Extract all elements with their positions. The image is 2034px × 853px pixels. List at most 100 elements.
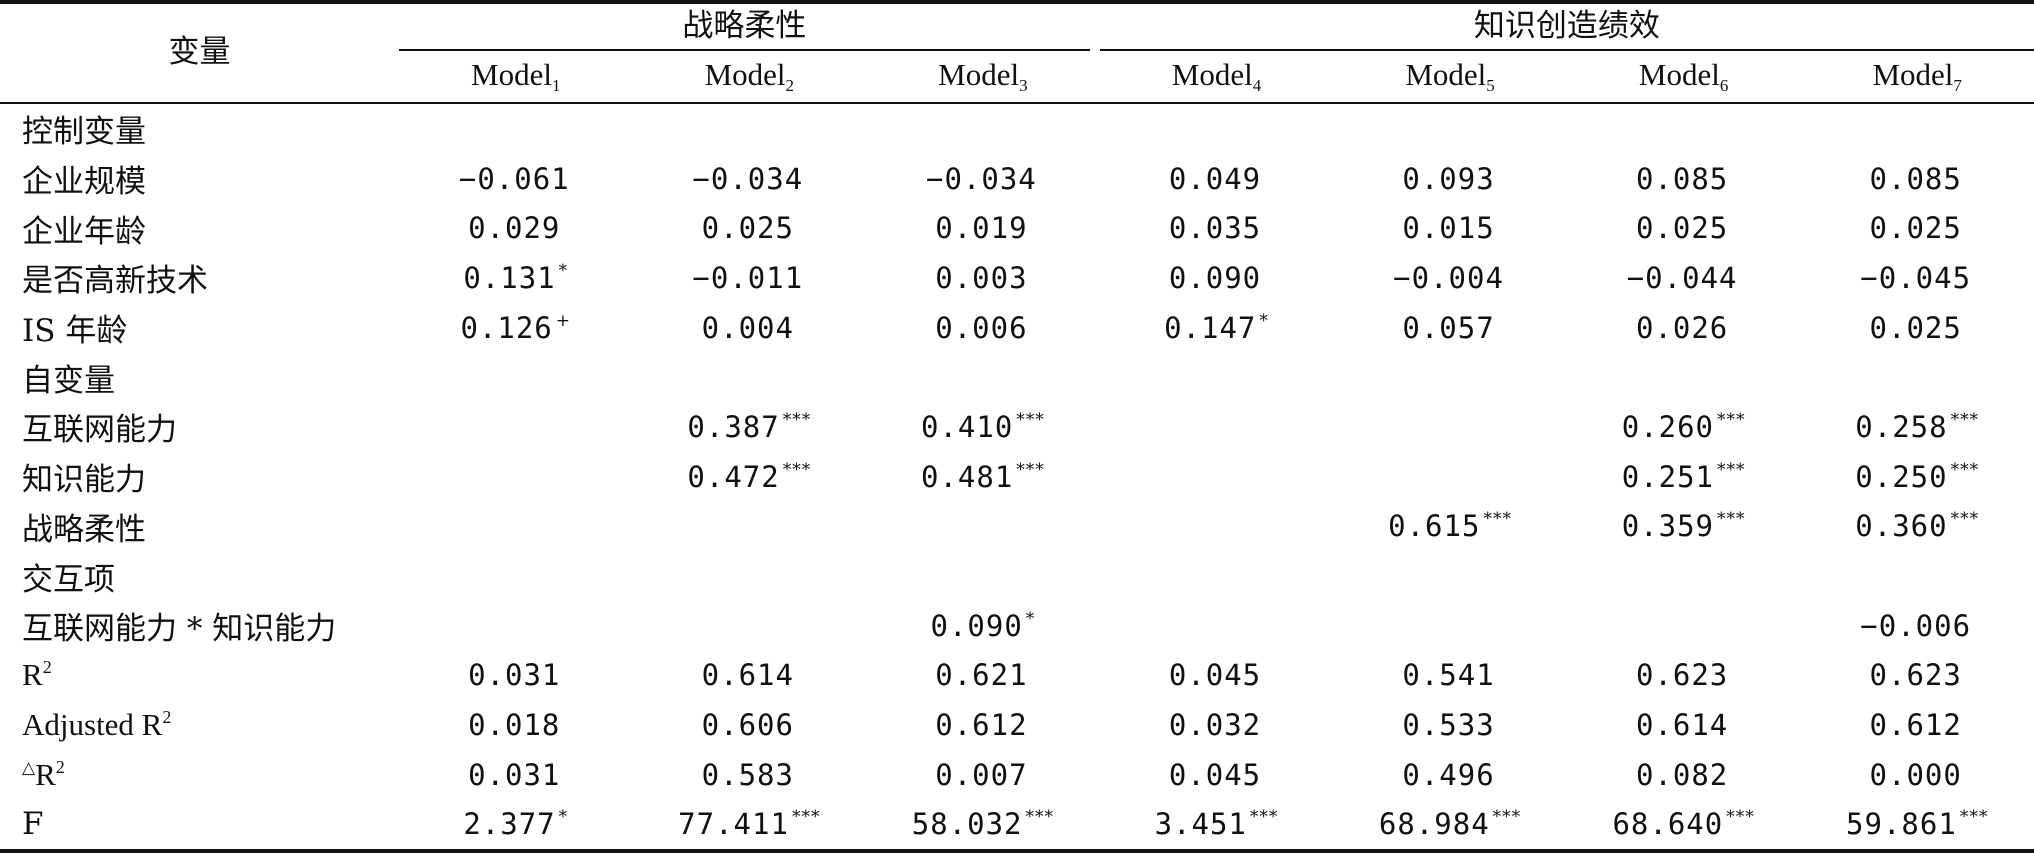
cell-model-3: 0.621 (866, 651, 1100, 701)
coefficient-value: 0.090 (930, 608, 1023, 643)
cell-model-2: 0.472 *** (633, 452, 867, 502)
cell-model-6: 0.082 (1567, 750, 1801, 800)
cell-model-5 (1333, 601, 1567, 651)
significance-marker: *** (1950, 409, 1980, 430)
significance-marker: *** (1959, 807, 1989, 828)
stat-label-base: Adjusted R (22, 707, 163, 743)
cell-model-5: 0.541 (1333, 651, 1567, 701)
cell-model-1 (399, 502, 633, 552)
row-label: F (22, 806, 44, 843)
significance-marker: *** (1726, 807, 1755, 828)
cell-model-4: 3.451 *** (1100, 800, 1334, 852)
cell-model-7: −0.006 (1800, 601, 2034, 651)
table-row: △R2 0.031 0.583 0.007 0.045 0.496 0.082 0.000 (0, 750, 2034, 800)
cell-model-4 (1100, 103, 1334, 154)
cell-model-4: 0.045 (1100, 750, 1334, 800)
cell-model-7: 0.025 (1800, 303, 2034, 353)
coefficient-value: 0.359 (1621, 509, 1714, 544)
coefficient-value: −0.011 (692, 260, 804, 295)
model-header-row: Model1 Model2 Model3 Model4 Model5 Model6 Mode… (0, 51, 2034, 104)
stat-label-base: R (22, 657, 43, 693)
cell-model-6 (1567, 551, 1801, 601)
section-label: 自变量 (22, 362, 115, 399)
model-subscript: 6 (1719, 76, 1729, 95)
cell-model-5 (1333, 402, 1567, 452)
table-row: 互联网能力 * 知识能力 0.090 * −0.006 (0, 601, 2034, 651)
coefficient-value: 0.049 (1168, 161, 1262, 196)
coefficient-value: 0.029 (468, 211, 561, 246)
cell-model-7: 0.360 *** (1800, 502, 2034, 552)
coefficient-value: 0.496 (1402, 757, 1495, 792)
cell-model-4 (1100, 452, 1334, 502)
cell-model-4: 0.032 (1100, 700, 1334, 750)
significance-marker: *** (782, 459, 812, 480)
cell-model-3: 58.032 *** (866, 800, 1100, 852)
model-header-3: Model3 (866, 51, 1100, 104)
cell-model-5: 0.093 (1333, 154, 1567, 204)
model-subscript: 5 (1486, 76, 1495, 95)
model-header-2: Model2 (632, 51, 867, 104)
coefficient-value: 0.025 (701, 211, 794, 246)
model-name: Model3 (938, 57, 1028, 95)
stat-label-base: R (35, 756, 56, 792)
coefficient-value: 0.387 (687, 409, 780, 444)
cell-model-1 (399, 103, 633, 154)
significance-marker: *** (1016, 459, 1045, 480)
coefficient-value: −0.034 (692, 161, 804, 196)
cell-model-3: 0.006 (866, 303, 1100, 353)
cell-model-4: 0.147 * (1100, 303, 1334, 353)
cell-model-5: −0.004 (1333, 253, 1567, 303)
model-header-1: Model1 (398, 51, 633, 104)
significance-marker: + (555, 310, 572, 331)
row-label: △R2 (0, 750, 399, 800)
significance-marker: *** (1717, 509, 1746, 530)
cell-model-2: −0.034 (633, 154, 867, 204)
coefficient-value: −0.061 (458, 161, 570, 196)
cell-model-5: 0.015 (1333, 203, 1567, 253)
coefficient-value: 0.018 (468, 708, 561, 743)
stat-label-superscript: 2 (42, 657, 52, 678)
coefficient-value: 0.410 (920, 409, 1014, 444)
cell-model-5 (1333, 551, 1567, 601)
cell-model-5: 0.533 (1333, 700, 1567, 750)
coefficient-value: 0.007 (935, 757, 1028, 792)
significance-marker: *** (1717, 459, 1746, 480)
stat-label-superscript: 2 (55, 756, 65, 777)
coefficient-value: −0.045 (1860, 260, 1972, 295)
cell-model-6: −0.044 (1567, 253, 1801, 303)
coefficient-value: 0.612 (1869, 708, 1962, 743)
cell-model-1: 0.018 (399, 700, 633, 750)
cell-model-6: 0.025 (1567, 203, 1801, 253)
cell-model-7 (1800, 352, 2034, 402)
coefficient-value: 0.003 (935, 260, 1028, 295)
coefficient-value: 0.025 (1869, 310, 1962, 345)
coefficient-value: 0.360 (1855, 509, 1948, 544)
coefficient-value: 0.015 (1402, 211, 1495, 246)
group-header-strategic-flexibility: 战略柔性 (398, 2, 1100, 51)
cell-model-2: 0.583 (633, 750, 867, 800)
coefficient-value: 0.085 (1869, 161, 1962, 196)
coefficient-value: 0.035 (1168, 211, 1262, 246)
cell-model-6 (1567, 352, 1801, 402)
cell-model-2: 0.025 (633, 203, 867, 253)
cell-model-3: 0.019 (866, 203, 1100, 253)
cell-model-4: 0.035 (1100, 203, 1334, 253)
cell-model-2: 0.004 (633, 303, 867, 353)
coefficient-value: 0.006 (935, 310, 1028, 345)
coefficient-value: 0.615 (1388, 509, 1481, 544)
significance-marker: *** (1950, 459, 1980, 480)
model-name: Model7 (1872, 57, 1962, 95)
cell-model-2: 0.606 (633, 700, 867, 750)
coefficient-value: 0.533 (1402, 708, 1495, 743)
cell-model-1: 0.031 (399, 750, 633, 800)
coefficient-value: 0.131 (463, 260, 556, 295)
cell-model-7: 0.000 (1800, 750, 2034, 800)
coefficient-value: 0.583 (701, 757, 794, 792)
cell-model-2: 0.614 (633, 651, 867, 701)
cell-model-6: 0.085 (1567, 154, 1801, 204)
cell-model-1: 0.031 (399, 651, 633, 701)
coefficient-value: 68.984 (1378, 807, 1490, 842)
coefficient-value: 0.147 (1164, 310, 1257, 345)
cell-model-6 (1567, 601, 1801, 651)
coefficient-value: 0.612 (935, 708, 1028, 743)
